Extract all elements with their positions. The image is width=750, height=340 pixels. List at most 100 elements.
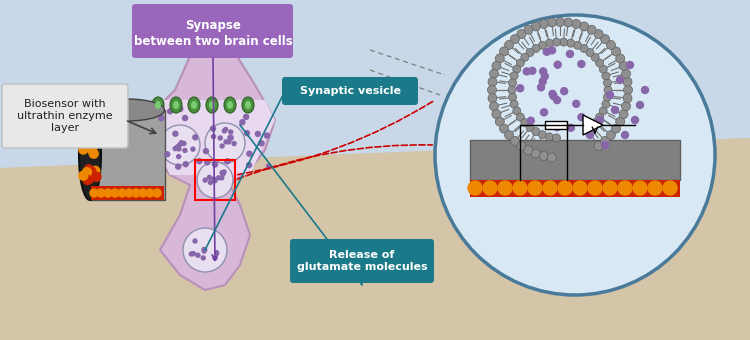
Circle shape <box>516 113 524 121</box>
Circle shape <box>604 93 611 101</box>
Circle shape <box>196 253 200 257</box>
Circle shape <box>549 90 556 97</box>
Circle shape <box>209 181 212 185</box>
Circle shape <box>85 174 94 183</box>
Circle shape <box>82 172 92 181</box>
Circle shape <box>616 76 623 84</box>
Ellipse shape <box>242 97 254 113</box>
Circle shape <box>588 181 602 195</box>
Circle shape <box>580 45 588 52</box>
Circle shape <box>97 189 105 197</box>
Circle shape <box>183 162 188 167</box>
Circle shape <box>212 162 217 167</box>
Circle shape <box>197 159 202 164</box>
Circle shape <box>538 84 544 91</box>
Circle shape <box>517 30 526 38</box>
Circle shape <box>483 181 497 195</box>
Circle shape <box>173 147 177 151</box>
Circle shape <box>510 100 518 108</box>
Circle shape <box>160 125 200 165</box>
Circle shape <box>90 189 98 197</box>
Circle shape <box>623 94 632 103</box>
Circle shape <box>183 149 187 152</box>
Ellipse shape <box>224 97 236 113</box>
Circle shape <box>244 131 250 136</box>
Circle shape <box>201 256 206 260</box>
Circle shape <box>616 117 625 126</box>
Circle shape <box>224 140 228 144</box>
Polygon shape <box>0 137 750 340</box>
Circle shape <box>214 251 219 255</box>
Ellipse shape <box>245 101 251 109</box>
Circle shape <box>538 41 547 49</box>
Bar <box>0 0 750 197</box>
Circle shape <box>545 39 554 47</box>
Circle shape <box>225 159 230 164</box>
Circle shape <box>87 167 96 176</box>
Text: Release of
glutamate molecules: Release of glutamate molecules <box>297 250 427 272</box>
Circle shape <box>492 109 501 119</box>
Circle shape <box>637 102 644 108</box>
FancyBboxPatch shape <box>2 84 128 148</box>
Circle shape <box>578 114 585 121</box>
Circle shape <box>591 53 599 61</box>
Circle shape <box>561 88 568 95</box>
Circle shape <box>607 91 613 99</box>
Circle shape <box>516 59 524 67</box>
Circle shape <box>213 256 217 260</box>
Circle shape <box>586 123 594 132</box>
Circle shape <box>604 79 611 87</box>
Circle shape <box>177 155 181 158</box>
Circle shape <box>177 147 181 151</box>
Circle shape <box>191 252 196 256</box>
Circle shape <box>542 73 548 80</box>
Circle shape <box>602 72 610 80</box>
Circle shape <box>217 176 220 180</box>
Circle shape <box>611 106 619 114</box>
Ellipse shape <box>89 99 164 121</box>
Circle shape <box>178 143 182 147</box>
Circle shape <box>602 100 610 108</box>
Circle shape <box>468 181 482 195</box>
Circle shape <box>211 135 215 138</box>
Circle shape <box>490 69 499 78</box>
FancyBboxPatch shape <box>282 77 418 105</box>
Circle shape <box>601 136 610 146</box>
Circle shape <box>554 124 561 131</box>
Circle shape <box>641 86 649 94</box>
Circle shape <box>524 146 533 155</box>
Circle shape <box>596 113 604 121</box>
Circle shape <box>594 141 603 151</box>
Polygon shape <box>0 0 750 167</box>
Ellipse shape <box>173 101 179 109</box>
Circle shape <box>602 141 608 149</box>
Circle shape <box>564 18 573 27</box>
Circle shape <box>80 134 88 143</box>
Circle shape <box>182 141 186 146</box>
Circle shape <box>221 172 225 176</box>
Circle shape <box>167 109 172 114</box>
Polygon shape <box>145 45 275 290</box>
Circle shape <box>218 136 222 140</box>
Circle shape <box>173 131 178 136</box>
Circle shape <box>104 189 112 197</box>
Circle shape <box>79 171 88 180</box>
Circle shape <box>509 79 517 87</box>
Circle shape <box>543 48 550 55</box>
Circle shape <box>488 85 496 95</box>
Circle shape <box>626 62 634 68</box>
Circle shape <box>541 109 548 116</box>
Circle shape <box>545 133 554 141</box>
Circle shape <box>511 136 520 146</box>
Polygon shape <box>145 100 275 175</box>
Circle shape <box>82 168 92 177</box>
Circle shape <box>517 141 526 151</box>
Circle shape <box>554 97 560 104</box>
Circle shape <box>633 181 647 195</box>
Circle shape <box>556 17 565 27</box>
Circle shape <box>548 47 556 54</box>
Circle shape <box>495 54 504 63</box>
Circle shape <box>663 181 677 195</box>
Circle shape <box>623 85 632 95</box>
Circle shape <box>586 132 593 138</box>
